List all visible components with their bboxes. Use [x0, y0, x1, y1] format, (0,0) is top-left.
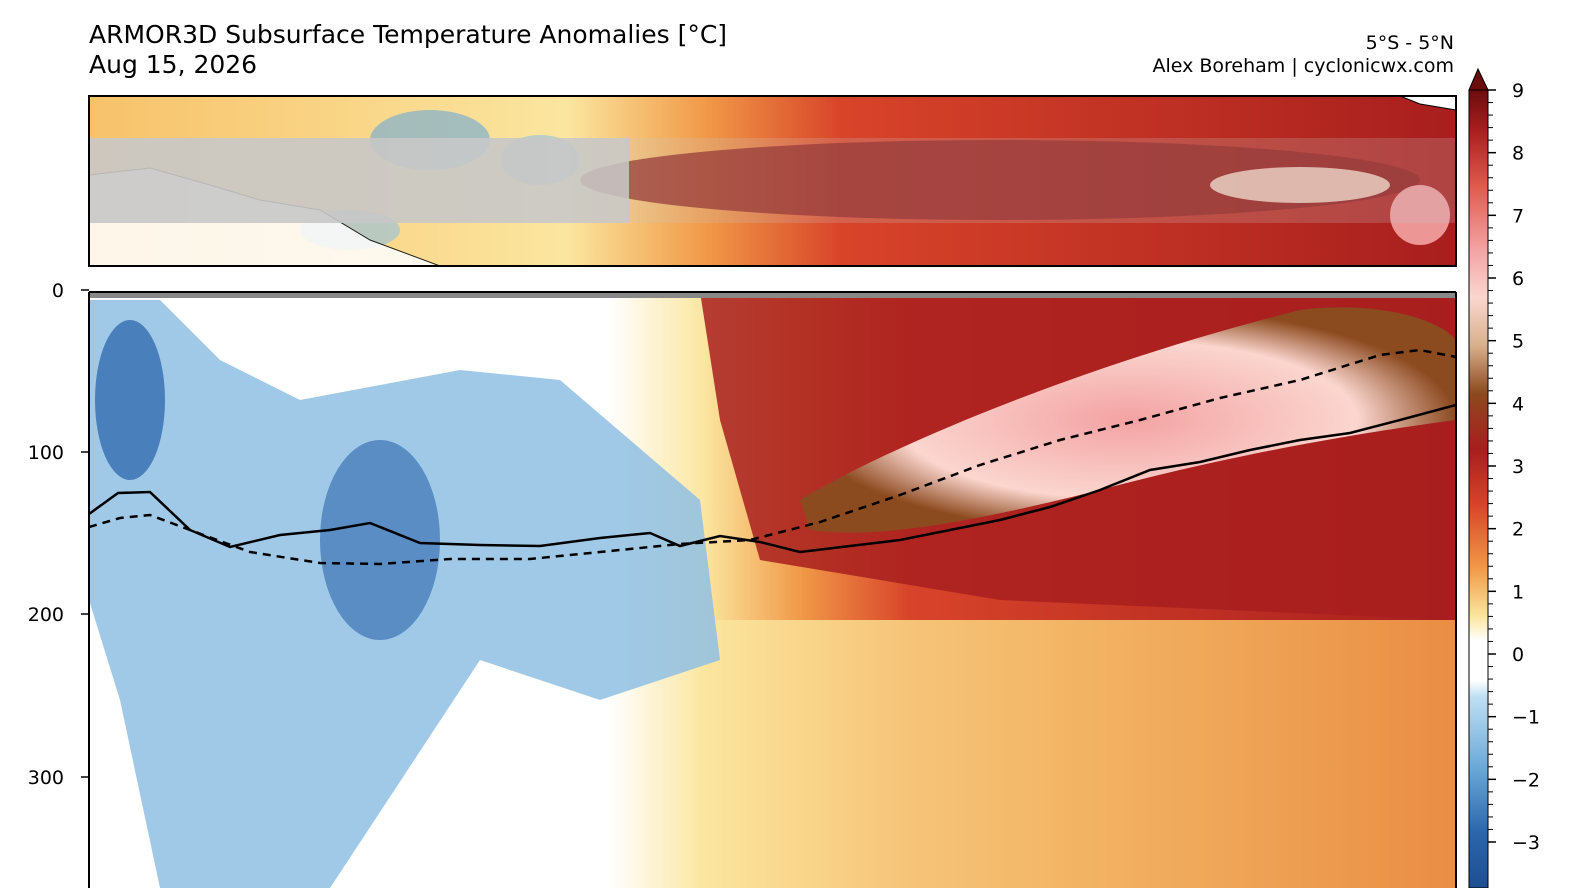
y-tick-label-300: 300	[28, 767, 64, 789]
depth-cool-core-central	[320, 440, 440, 640]
colorbar-tick-label: 5	[1512, 331, 1524, 353]
colorbar-tick-label: 2	[1512, 519, 1524, 541]
y-tick-label-100: 100	[28, 442, 64, 464]
colorbar-ticks: 9 8 7 6 5 4 3 2 1 0 −1 −2 −3	[1488, 80, 1540, 854]
map-equatorial-band	[629, 138, 1456, 223]
thermocline-solid-line	[89, 403, 1456, 554]
map-frame	[88, 95, 1457, 267]
y-tick-label-0: 0	[52, 280, 64, 302]
colorbar-tick-label: −2	[1512, 769, 1540, 791]
map-land-east	[1399, 96, 1456, 111]
climatology-dashed-line	[89, 348, 1456, 566]
colorbar-tick-label: 3	[1512, 456, 1524, 478]
colorbar-extend-arrow	[1468, 67, 1489, 91]
depth-warm-core	[800, 307, 1456, 533]
depth-surface-band	[89, 292, 1456, 298]
colorbar-tick-label: 8	[1512, 143, 1524, 165]
y-tick-label-200: 200	[28, 604, 64, 626]
depth-deep-warm	[700, 620, 1456, 888]
colorbar-tick-label: 1	[1512, 581, 1524, 603]
colorbar-tick-label: −3	[1512, 832, 1540, 854]
colorbar-tick-label: 0	[1512, 644, 1524, 666]
map-hot-spot-east	[1390, 185, 1450, 245]
depth-section-panel	[89, 292, 1456, 888]
colorbar-tick-label: 7	[1512, 205, 1524, 227]
colorbar-scale	[1468, 89, 1489, 888]
colorbar-tick-label: 9	[1512, 80, 1524, 102]
colorbar-tick-label: −1	[1512, 707, 1540, 729]
colorbar: 9 8 7 6 5 4 3 2 1 0 −1 −2 −3	[1468, 67, 1540, 888]
colorbar-tick-label: 6	[1512, 268, 1524, 290]
map-hot-spot	[1210, 167, 1390, 203]
chart-date: Aug 15, 2026	[89, 50, 258, 79]
depth-cool-core-west	[95, 320, 165, 480]
colorbar-tick-label: 4	[1512, 393, 1524, 415]
y-axis: 0 100 200 300	[28, 280, 89, 789]
chart-title: ARMOR3D Subsurface Temperature Anomalies…	[89, 20, 728, 49]
map-warm-core	[580, 140, 1420, 220]
map-panel	[89, 96, 1456, 266]
map-equatorial-band-shaded	[89, 138, 629, 223]
region-label: 5°S - 5°N	[1365, 32, 1454, 54]
credit-label: Alex Boreham | cyclonicwx.com	[1152, 55, 1454, 77]
